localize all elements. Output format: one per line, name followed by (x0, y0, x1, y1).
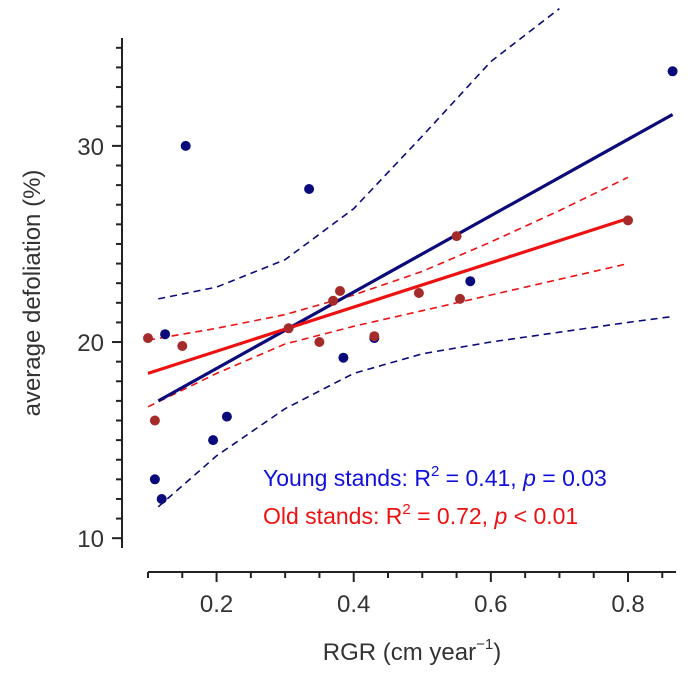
old-data-point (177, 341, 188, 351)
young-data-point (156, 494, 167, 504)
young-ci-lower-line (157, 315, 673, 508)
x-axis-label-text: RGR (cm year (323, 639, 476, 666)
young-data-point (465, 276, 476, 287)
young-annot-post: = 0.03 (536, 465, 607, 491)
young-data-point (208, 435, 219, 446)
old-data-point (328, 295, 339, 306)
old-data-point (413, 288, 424, 298)
x-tick-label: 0.8 (611, 591, 644, 618)
old-data-point (335, 286, 345, 296)
old-annot-mid: = 0.72, (411, 503, 495, 529)
young-data-point (338, 352, 349, 363)
x-tick-label: 0.2 (200, 591, 233, 618)
old-ci-upper-line (147, 176, 629, 341)
old-data-point (314, 337, 325, 347)
y-tick-label: 30 (77, 134, 104, 161)
old-ci-lower-line (147, 262, 629, 408)
x-axis-label: RGR (cm year−1) (323, 636, 501, 666)
old-stands-annotation: Old stands: R2 = 0.72, p < 0.01 (263, 501, 578, 529)
y-tick-label: 10 (77, 526, 104, 553)
young-fit-line (157, 113, 674, 403)
old-data-point (369, 331, 380, 342)
old-data-point (283, 323, 294, 334)
y-tick-label: 20 (77, 330, 104, 357)
young-annot-pre: Young stands: R (263, 465, 431, 491)
old-data-point (143, 333, 153, 344)
old-annot-sup: 2 (402, 501, 410, 518)
x-tick-label: 0.6 (474, 591, 507, 618)
young-stands-annotation: Young stands: R2 = 0.41, p = 0.03 (263, 463, 607, 491)
young-data-point (149, 474, 160, 485)
x-axis-label-close: ) (493, 639, 501, 666)
young-data-point (304, 184, 315, 194)
old-annot-pre: Old stands: R (263, 503, 402, 529)
x-axis-label-sup: −1 (476, 636, 493, 653)
young-annot-p: p (522, 465, 536, 491)
old-data-point (451, 231, 462, 242)
young-ci-upper-line (158, 7, 560, 300)
young-annot-mid: = 0.41, (439, 465, 523, 491)
young-data-point (180, 140, 191, 151)
young-data-point (667, 66, 678, 77)
y-axis-label: average defoliation (%) (19, 170, 46, 417)
old-annot-post: < 0.01 (507, 503, 578, 529)
young-data-point (160, 329, 171, 340)
old-annot-p: p (493, 503, 507, 529)
young-annot-sup: 2 (431, 463, 439, 480)
old-data-point (455, 293, 465, 304)
old-data-point (623, 215, 633, 226)
old-data-point (149, 415, 160, 426)
x-tick-label: 0.4 (337, 591, 370, 618)
old-fit-line (147, 216, 629, 375)
young-data-point (221, 411, 232, 422)
